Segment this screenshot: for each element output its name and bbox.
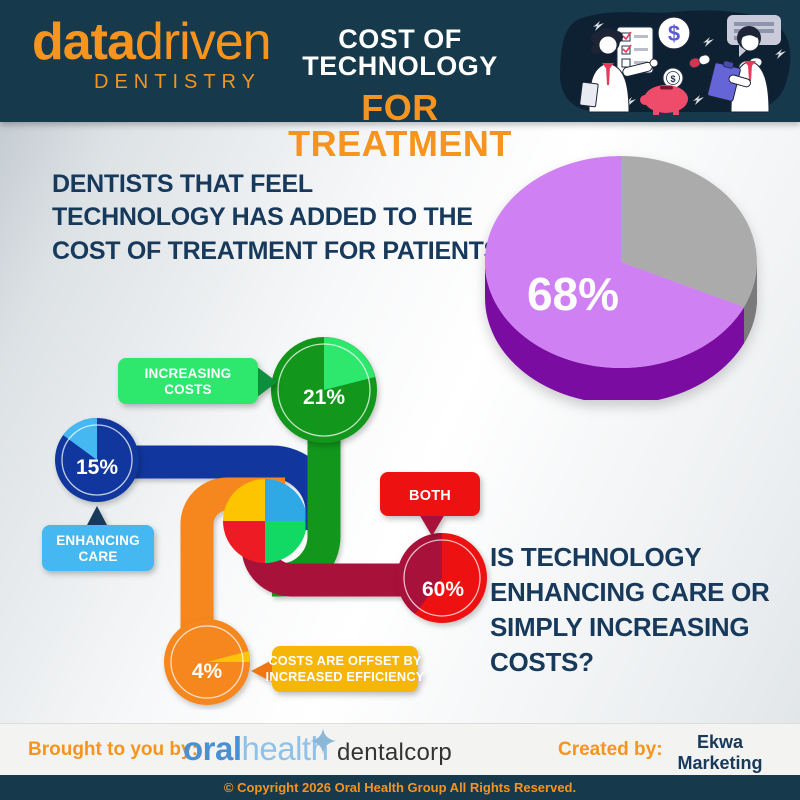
svg-text:$: $ [668, 21, 680, 46]
pct-both: 60% [422, 578, 464, 601]
dollar-coin-icon: $ [657, 16, 691, 50]
dentalcorp-logo: dentalcorp [337, 739, 453, 766]
brought-to-you-by-label: Brought to you by: [28, 739, 198, 760]
node-both: 60% [397, 533, 487, 623]
pct-enhancing-care: 15% [76, 456, 118, 479]
node-circles: 21% 15% 60% 4% [55, 337, 487, 705]
oralhealth-logo-oral: oral [183, 730, 242, 767]
clipboard-icon [707, 60, 741, 102]
headline: DENTISTS THAT FEEL TECHNOLOGY HAS ADDED … [52, 168, 508, 268]
sparkle-icon [310, 728, 336, 754]
pill-capsule-icon [689, 54, 711, 69]
node-enhancing-care: 15% [55, 417, 139, 502]
question-line-2: ENHANCING CARE OR [490, 577, 770, 608]
callout-costs-offset: COSTS ARE OFFSET BY INCREASED EFFICIENCY [251, 646, 425, 692]
center-quadrant-circle [223, 479, 307, 563]
quad-red [223, 521, 265, 563]
checklist-icon [616, 26, 654, 74]
logo-wordmark: datadriven [32, 13, 272, 71]
callout-increasing-line2: COSTS [164, 382, 212, 397]
piggy-bank-icon: $ [640, 67, 688, 115]
callout-arrow-down [419, 514, 445, 536]
callout-both-label: BOTH [409, 488, 451, 504]
node-costs-offset: 4% [164, 619, 251, 705]
tube-diagram: 21% 15% 60% 4% INCREASING COSTS [42, 337, 487, 705]
lightning-bolt-icons [593, 21, 786, 107]
copyright-bar: © Copyright 2026 Oral Health Group All R… [0, 775, 800, 800]
headline-line-3: COST OF TREATMENT FOR PATIENTS: [52, 236, 508, 265]
pie-depth-gray [744, 262, 757, 343]
quad-yellow [223, 479, 265, 521]
question-line-4: COSTS? [490, 647, 594, 678]
pie-slice-68 [484, 155, 744, 368]
pie-data-label: 68% [527, 268, 619, 320]
pie-chart-68: 68% [484, 155, 757, 400]
pct-increasing-costs: 21% [303, 386, 345, 409]
tube-orange [180, 477, 285, 640]
callout-arrow-left [251, 659, 274, 683]
callout-labels: INCREASING COSTS ENHANCING CARE BOTH COS… [42, 358, 480, 692]
node-increasing-costs: 21% [271, 337, 377, 443]
callout-increasing-costs: INCREASING COSTS [118, 358, 277, 404]
created-by-label: Created by: [558, 739, 663, 760]
oralhealth-logo-health: health [241, 730, 329, 767]
callout-increasing-line1: INCREASING [145, 366, 232, 381]
headline-line-1: DENTISTS THAT FEEL [52, 170, 313, 198]
oralhealth-logo: oralhealth [183, 730, 329, 768]
callout-both: BOTH [380, 472, 480, 536]
question-text: IS TECHNOLOGY ENHANCING CARE OR SIMPLY I… [490, 540, 770, 680]
callout-enhancing-care: ENHANCING CARE [42, 506, 154, 571]
pie-depth-purple [485, 262, 757, 400]
dentists-illustration: $ [559, 10, 791, 115]
callout-arrow-right [256, 366, 277, 398]
headline-line-2: TECHNOLOGY HAS ADDED TO THE [52, 203, 473, 232]
question-line-3: SIMPLY INCREASING [490, 612, 750, 643]
dentist-figure-left [579, 28, 659, 113]
header-bar: datadriven DENTISTRY COST OF TECHNOLOGY … [0, 0, 800, 162]
quad-green [265, 521, 307, 563]
logo-data: data [32, 13, 136, 71]
logo-driven: driven [134, 13, 272, 71]
callout-costs-line2: INCREASED EFFICIENCY [266, 669, 425, 684]
question-line-1: IS TECHNOLOGY [490, 542, 702, 572]
page-title: COST OF TECHNOLOGY FOR TREATMENT [250, 26, 550, 162]
svg-text:$: $ [670, 74, 675, 84]
datadriven-dentistry-logo: datadriven DENTISTRY [32, 13, 272, 93]
title-line-2: FOR TREATMENT [288, 87, 512, 164]
pie-slice-other [621, 156, 757, 307]
callout-costs-line1: COSTS ARE OFFSET BY [268, 653, 422, 668]
title-line-1: COST OF TECHNOLOGY [302, 24, 498, 81]
footer-bar: Brought to you by: oralhealth dentalcorp… [0, 723, 800, 791]
callout-arrow-up [86, 506, 108, 527]
ekwa-marketing-name: Ekwa Marketing [677, 732, 763, 773]
pct-costs-offset: 4% [192, 660, 223, 683]
dentist-figure-right [707, 26, 770, 113]
logo-dentistry: DENTISTRY [94, 71, 261, 93]
quad-blue [265, 479, 307, 521]
callout-enhancing-line2: CARE [78, 549, 117, 564]
callout-enhancing-line1: ENHANCING [56, 533, 140, 548]
